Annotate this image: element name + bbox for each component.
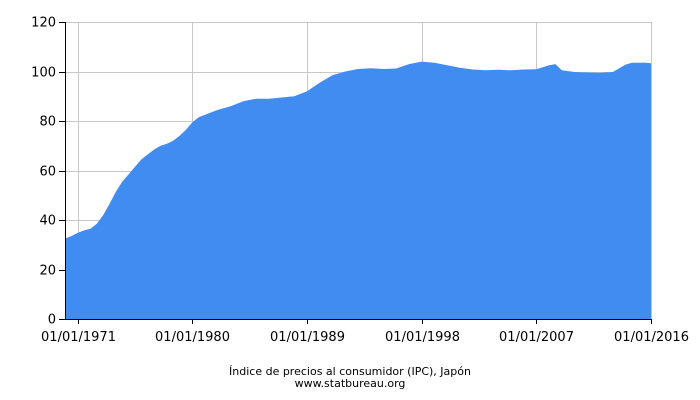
y-tick-label: 100 <box>31 66 56 81</box>
y-tick-label: 120 <box>31 16 56 31</box>
y-tick-label: 80 <box>39 115 56 130</box>
x-axis-tick-labels: 01/01/1971 01/01/1980 01/01/1989 01/01/1998… <box>41 330 689 345</box>
axes <box>59 22 652 324</box>
chart-caption-source: www.statbureau.org <box>295 377 406 390</box>
cpi-area-series <box>65 61 651 319</box>
x-tick-label: 01/01/1998 <box>385 330 460 345</box>
x-tick-label: 01/01/1980 <box>155 330 230 345</box>
x-tick-label: 01/01/1989 <box>270 330 345 345</box>
y-tick-label: 20 <box>39 264 56 279</box>
y-tick-label: 60 <box>39 165 56 180</box>
y-tick-label: 40 <box>39 214 56 229</box>
x-tick-label: 01/01/2007 <box>499 330 574 345</box>
y-tick-label: 0 <box>48 313 56 328</box>
x-tick-label: 01/01/2016 <box>614 330 689 345</box>
chart-caption-title: Índice de precios al consumidor (IPC), J… <box>229 365 471 378</box>
y-axis-tick-labels: 0 20 40 60 80 100 120 <box>31 16 56 328</box>
x-tick-label: 01/01/1971 <box>41 330 116 345</box>
